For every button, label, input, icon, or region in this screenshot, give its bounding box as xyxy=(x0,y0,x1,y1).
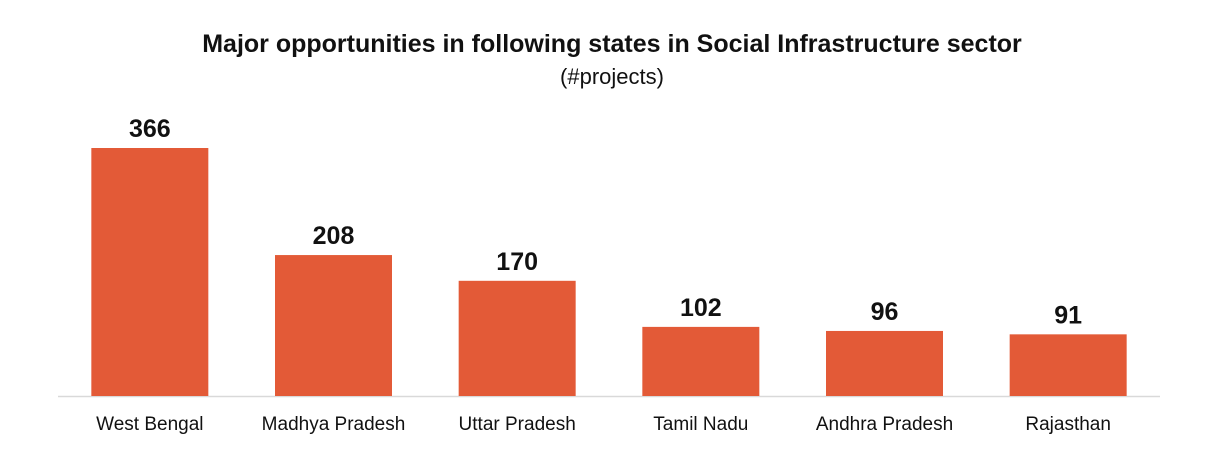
category-label: Andhra Pradesh xyxy=(816,414,953,435)
bar xyxy=(275,255,392,396)
category-label: Tamil Nadu xyxy=(653,414,748,435)
bar xyxy=(826,330,943,396)
bar xyxy=(458,280,576,396)
bar xyxy=(642,326,760,396)
category-label: Madhya Pradesh xyxy=(262,414,406,435)
data-label: 96 xyxy=(871,298,899,326)
bar xyxy=(1009,334,1127,396)
data-label: 366 xyxy=(129,115,171,143)
chart-subtitle: (#projects) xyxy=(560,64,664,89)
category-label: West Bengal xyxy=(96,414,203,435)
data-label: 170 xyxy=(496,248,538,276)
data-label: 102 xyxy=(680,294,722,322)
chart-title: Major opportunities in following states … xyxy=(202,30,1022,58)
category-label: Rajasthan xyxy=(1025,414,1111,435)
data-label: 208 xyxy=(313,222,355,250)
category-label: Uttar Pradesh xyxy=(459,414,576,435)
data-label: 91 xyxy=(1054,301,1082,329)
bar xyxy=(91,148,209,396)
